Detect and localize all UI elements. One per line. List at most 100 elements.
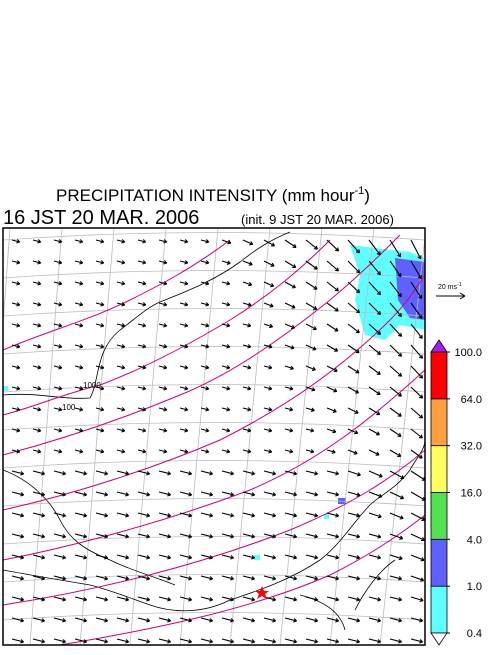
arrow-head — [37, 407, 42, 412]
arrow-head — [16, 365, 21, 370]
arrow-shaft — [74, 365, 83, 369]
arrow-head — [41, 597, 46, 602]
arrow-shaft — [242, 323, 251, 327]
arrow-head — [312, 346, 317, 351]
arrow-head — [397, 273, 402, 278]
wind-arrow — [242, 617, 256, 623]
wind-arrow — [116, 386, 126, 391]
arrow-shaft — [368, 428, 380, 436]
arrow-head — [142, 239, 147, 244]
wind-arrow — [116, 302, 126, 307]
wind-arrow — [221, 428, 231, 433]
arrow-head — [268, 449, 273, 454]
arrow-shaft — [389, 323, 402, 337]
arrow-shaft — [389, 260, 402, 277]
wind-arrow — [389, 596, 403, 602]
wind-arrow — [368, 344, 381, 355]
arrow-head — [334, 287, 339, 292]
arrow-shaft — [221, 323, 230, 327]
arrow-shaft — [158, 260, 167, 264]
arrow-head — [58, 302, 63, 307]
arrow-shaft — [158, 365, 167, 369]
arrow-shaft — [242, 260, 253, 266]
arrow-head — [314, 555, 319, 560]
arrow-head — [58, 323, 63, 328]
arrow-shaft — [389, 386, 402, 397]
wind-arrow — [284, 638, 298, 644]
arrow-head — [270, 242, 275, 247]
arrow-head — [121, 449, 126, 454]
arrow-head — [289, 407, 294, 412]
arrow-shaft — [410, 386, 423, 399]
arrow-shaft — [221, 449, 230, 453]
arrow-shaft — [200, 281, 209, 285]
arrow-head — [146, 555, 151, 560]
arrow-shaft — [74, 281, 83, 285]
arrow-head — [16, 323, 21, 328]
arrow-shaft — [11, 323, 20, 327]
wind-arrow — [410, 638, 424, 644]
wind-arrow — [116, 239, 126, 244]
wind-arrow — [11, 260, 21, 265]
wind-arrow — [11, 281, 21, 286]
arrow-head — [230, 555, 235, 560]
arrow-head — [291, 284, 296, 289]
wind-arrow — [347, 281, 361, 294]
arrow-head — [251, 513, 256, 518]
arrow-shaft — [116, 638, 129, 643]
wind-arrow — [11, 302, 21, 307]
arrow-head — [83, 597, 88, 602]
arrow-shaft — [347, 239, 360, 254]
wind-arrow — [326, 575, 340, 581]
arrow-head — [335, 597, 340, 602]
arrow-shaft — [116, 386, 125, 390]
arrow-shaft — [32, 302, 41, 306]
arrow-head — [249, 241, 254, 246]
arrow-head — [378, 473, 383, 478]
wind-arrow — [11, 554, 25, 560]
arrow-head — [335, 471, 340, 476]
arrow-head — [226, 302, 231, 307]
wind-arrow — [95, 428, 105, 433]
arrow-shaft — [95, 617, 108, 622]
wind-arrow — [74, 281, 84, 286]
arrow-shaft — [305, 365, 316, 371]
arrow-shaft — [368, 512, 382, 518]
arrow-head — [188, 555, 193, 560]
arrow-shaft — [347, 407, 359, 414]
wind-arrow — [32, 491, 46, 497]
arrow-head — [205, 449, 210, 454]
wind-arrow — [32, 533, 46, 539]
arrow-head — [163, 386, 168, 391]
arrow-shaft — [284, 575, 297, 580]
arrow-head — [121, 239, 126, 244]
arrow-head — [41, 639, 46, 644]
wind-arrow — [347, 344, 360, 354]
arrow-shaft — [137, 239, 146, 243]
arrow-head — [272, 618, 277, 623]
colorbar-segment — [430, 398, 448, 447]
arrow-head — [247, 449, 252, 454]
arrow-head — [146, 492, 151, 497]
arrow-head — [83, 576, 88, 581]
arrow-shaft — [53, 533, 66, 538]
arrow-shaft — [347, 617, 360, 622]
wind-arrow — [368, 512, 382, 519]
arrow-head — [375, 451, 380, 456]
arrow-shaft — [389, 470, 405, 479]
wind-arrow — [200, 239, 210, 244]
wind-arrow — [326, 407, 337, 413]
arrow-head — [205, 407, 210, 412]
arrow-head — [247, 386, 252, 391]
arrow-shaft — [200, 260, 209, 264]
arrow-head — [230, 492, 235, 497]
arrow-shaft — [368, 470, 383, 478]
arrow-head — [184, 323, 189, 328]
arrow-head — [16, 407, 21, 412]
wind-arrow — [200, 260, 210, 265]
wind-arrow — [200, 575, 214, 581]
arrow-shaft — [326, 407, 337, 413]
arrow-head — [205, 260, 210, 265]
arrow-head — [146, 576, 151, 581]
arrow-head — [20, 597, 25, 602]
